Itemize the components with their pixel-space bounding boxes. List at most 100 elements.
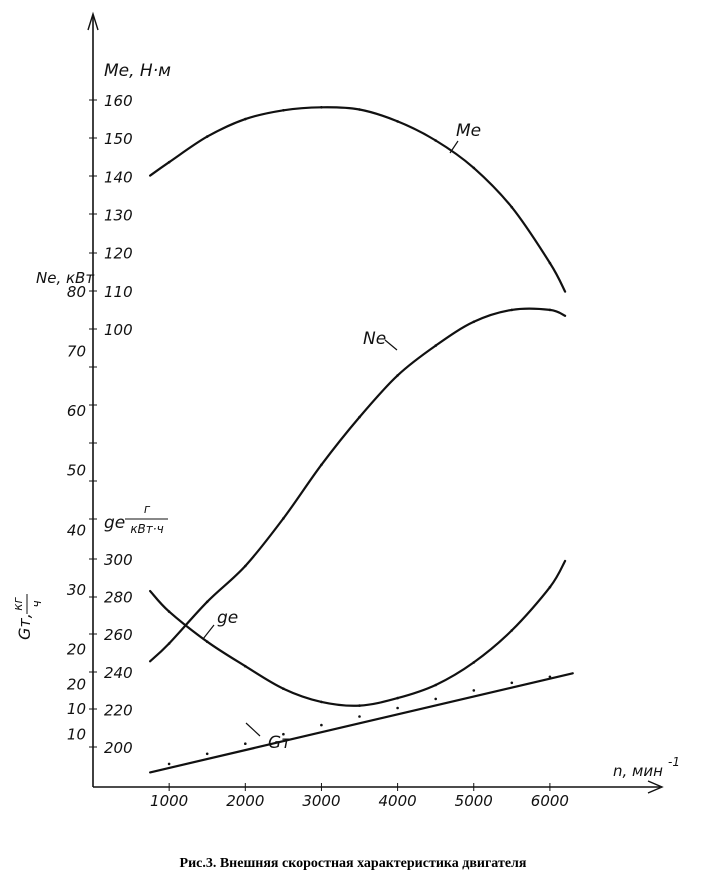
ne-tick-label-20: 20 bbox=[67, 640, 86, 658]
x-axis-arrow bbox=[647, 780, 664, 794]
ge-tick-label-280: 280 bbox=[104, 589, 133, 607]
curve-label-ge: ge bbox=[217, 608, 238, 628]
data-point-ge bbox=[434, 683, 438, 687]
data-point-me bbox=[358, 108, 361, 111]
ge-tick-label-240: 240 bbox=[104, 664, 133, 682]
data-point-gt bbox=[320, 723, 323, 727]
data-point-ge bbox=[320, 700, 323, 704]
x-tick-label-4000: 4000 bbox=[379, 792, 417, 810]
me-tick-label-120: 120 bbox=[104, 245, 133, 263]
gt-tick-label-20: 20 bbox=[67, 675, 86, 693]
me-tick-label-100: 100 bbox=[104, 321, 133, 339]
data-point-gt bbox=[396, 706, 399, 710]
ne-tick-label-50: 50 bbox=[67, 462, 86, 480]
figure-caption: Рис.3. Внешняя скоростная характеристика… bbox=[179, 856, 527, 871]
data-point-me bbox=[282, 109, 285, 112]
data-point-ne bbox=[548, 308, 552, 312]
gt-axis-title-group: Gт, кг ч bbox=[11, 594, 44, 640]
data-point-me bbox=[396, 120, 399, 123]
data-point-me bbox=[510, 205, 514, 209]
ge-tick-label-260: 260 bbox=[104, 626, 133, 644]
labels-layer: Me, Н·м Ne, кВт ge г кВт·ч Gт, кг ч n, мин -1 Me Ne… bbox=[11, 61, 680, 780]
leader-line-ge bbox=[202, 624, 215, 640]
me-tick-label-130: 130 bbox=[104, 207, 133, 225]
data-point-ge bbox=[167, 610, 171, 613]
x-tick-label-3000: 3000 bbox=[302, 792, 340, 810]
x-axis-title: n, мин bbox=[613, 762, 663, 780]
data-point-ne bbox=[282, 517, 285, 520]
ticks-layer: 1000 2000 3000 4000 5000 6000 160 150 140 130 120 1… bbox=[67, 92, 569, 810]
ne-tick-label-40: 40 bbox=[67, 521, 86, 539]
data-point-ne bbox=[358, 415, 361, 419]
data-point-me bbox=[472, 166, 476, 170]
data-point-ge bbox=[396, 696, 399, 700]
ge-tick-label-220: 220 bbox=[104, 701, 133, 719]
data-point-ne bbox=[396, 374, 399, 377]
data-point-ge bbox=[282, 687, 285, 690]
leader-line-me bbox=[449, 140, 459, 154]
data-point-gt bbox=[205, 752, 209, 756]
data-point-ge bbox=[510, 629, 514, 632]
series-line-ge bbox=[149, 559, 567, 707]
engine-characteristic-chart: 1000 2000 3000 4000 5000 6000 160 150 140 130 120 1… bbox=[11, 11, 680, 810]
data-point-gt bbox=[434, 697, 438, 701]
x-tick-label-5000: 5000 bbox=[455, 792, 493, 810]
y-axis-arrow bbox=[87, 11, 99, 31]
ne-tick-label-30: 30 bbox=[67, 581, 86, 599]
data-point-ne bbox=[510, 308, 514, 312]
ne-tick-label-70: 70 bbox=[67, 343, 86, 361]
data-point-gt bbox=[548, 675, 552, 679]
ge-unit-numerator: г bbox=[144, 502, 151, 516]
me-tick-label-140: 140 bbox=[104, 168, 133, 186]
data-point-me bbox=[205, 135, 209, 138]
x-axis-exponent: -1 bbox=[668, 755, 680, 769]
data-point-me bbox=[167, 160, 171, 164]
x-tick-label-2000: 2000 bbox=[226, 792, 264, 810]
gt-unit-denominator: ч bbox=[30, 600, 44, 607]
data-point-me bbox=[548, 261, 552, 265]
ne-tick-label-60: 60 bbox=[67, 402, 86, 420]
data-point-me bbox=[320, 106, 323, 109]
me-tick-label-150: 150 bbox=[104, 130, 133, 148]
ne-tick-label-10: 10 bbox=[67, 700, 86, 718]
data-point-gt bbox=[167, 762, 171, 766]
data-point-gt bbox=[472, 689, 476, 692]
ge-tick-label-200: 200 bbox=[104, 739, 133, 757]
series-line-ne bbox=[149, 307, 567, 663]
ge-tick-label-300: 300 bbox=[104, 551, 133, 569]
ne-tick-label-80: 80 bbox=[67, 283, 86, 301]
data-point-gt bbox=[358, 715, 361, 718]
gt-unit-numerator: кг bbox=[11, 597, 25, 611]
leader-line-ne bbox=[384, 339, 398, 351]
data-point-me bbox=[434, 139, 438, 142]
data-point-ne bbox=[167, 642, 171, 645]
ge-unit-denominator: кВт·ч bbox=[130, 522, 163, 536]
data-point-ge bbox=[205, 640, 209, 643]
series-line-me bbox=[149, 106, 567, 293]
data-point-ne bbox=[244, 564, 247, 568]
gt-axis-title: Gт, bbox=[15, 613, 34, 640]
data-point-ge bbox=[358, 704, 361, 707]
curve-label-ne: Ne bbox=[363, 329, 386, 349]
x-tick-label-1000: 1000 bbox=[150, 792, 188, 810]
data-point-ne bbox=[472, 320, 476, 324]
data-point-ge bbox=[244, 664, 247, 668]
data-point-gt bbox=[282, 732, 285, 736]
data-point-ne bbox=[434, 344, 438, 347]
data-point-ne bbox=[320, 463, 323, 467]
data-point-ge bbox=[548, 585, 552, 589]
data-point-gt bbox=[510, 681, 514, 685]
x-tick-label-6000: 6000 bbox=[531, 792, 569, 810]
ne-axis-title: Ne, кВт bbox=[36, 269, 95, 287]
data-point-ne bbox=[205, 600, 209, 604]
series-line-gt bbox=[149, 672, 574, 774]
curve-label-me: Me bbox=[456, 121, 481, 141]
axes-layer bbox=[87, 11, 664, 794]
data-point-gt bbox=[244, 742, 247, 745]
curve-label-gt: Gт bbox=[268, 733, 292, 753]
data-point-ge bbox=[472, 661, 476, 664]
data-point-me bbox=[244, 117, 247, 121]
me-tick-label-110: 110 bbox=[104, 283, 133, 301]
ge-axis-title: ge bbox=[104, 513, 125, 533]
me-tick-label-160: 160 bbox=[104, 92, 133, 110]
